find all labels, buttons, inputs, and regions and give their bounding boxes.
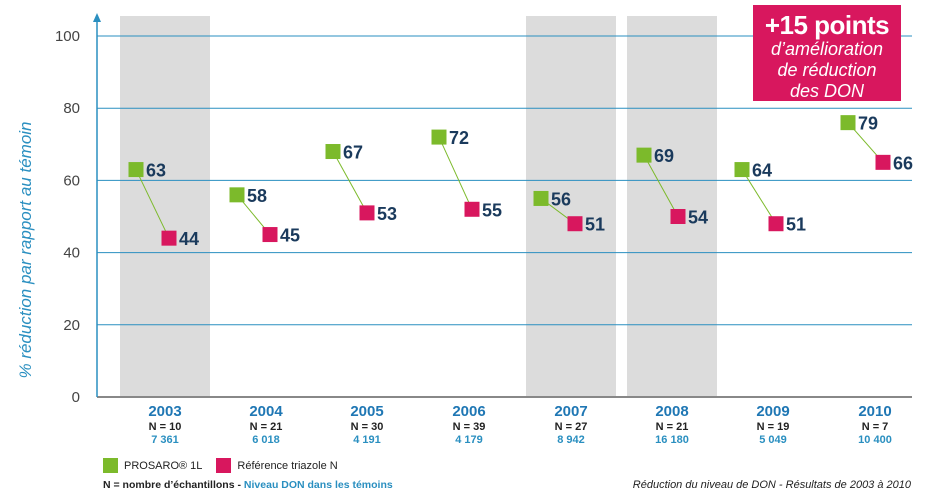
reference-value-label: 51 — [585, 215, 605, 235]
callout-line-1: d’amélioration — [770, 39, 884, 59]
x-category-year: 2005 — [350, 403, 383, 420]
x-category-n: N = 7 — [862, 421, 889, 433]
legend-label-prosaro: PROSARO® 1L — [124, 459, 203, 472]
y-tick-label: 40 — [63, 245, 80, 262]
reference-value-label: 55 — [482, 200, 502, 220]
x-category-n: N = 21 — [656, 421, 689, 433]
x-category-year: 2006 — [452, 403, 485, 420]
prosaro-value-label: 58 — [247, 186, 267, 206]
reference-marker-2005 — [359, 205, 375, 221]
prosaro-value-label: 69 — [654, 146, 674, 166]
shaded-band-2007 — [526, 16, 616, 397]
y-tick-label: 80 — [63, 100, 80, 117]
prosaro-value-label: 67 — [343, 143, 363, 163]
legend-swatch-pink — [216, 458, 232, 473]
prosaro-marker-2010 — [840, 115, 856, 131]
x-category-don: 4 191 — [353, 434, 381, 446]
prosaro-marker-2006 — [431, 129, 447, 145]
reference-value-label: 45 — [280, 226, 300, 246]
legend-label-reference: Référence triazole N — [237, 459, 338, 472]
connector-2008 — [643, 154, 679, 217]
shaded-band-2003 — [120, 16, 210, 397]
reference-marker-2007 — [567, 216, 583, 232]
reference-marker-2009 — [768, 216, 784, 232]
y-tick-label: 60 — [63, 172, 80, 189]
y-tick-label: 0 — [72, 389, 80, 406]
reference-value-label: 53 — [377, 204, 397, 224]
x-category-n: N = 30 — [351, 421, 384, 433]
callout-line-2: de réduction — [777, 60, 877, 80]
x-category-year: 2008 — [655, 403, 688, 420]
reference-value-label: 44 — [179, 229, 199, 249]
prosaro-marker-2007 — [533, 190, 549, 206]
footnote-don: Niveau DON dans les témoins — [243, 479, 393, 491]
reference-marker-2004 — [262, 227, 278, 243]
prosaro-value-label: 72 — [449, 128, 469, 148]
prosaro-marker-2005 — [325, 144, 341, 160]
y-axis-arrow — [93, 13, 101, 22]
y-tick-label: 100 — [55, 28, 80, 45]
prosaro-value-label: 56 — [551, 189, 571, 209]
prosaro-marker-2004 — [229, 187, 245, 203]
legend: PROSARO® 1L Référence triazole N — [103, 458, 352, 473]
x-category-n: N = 10 — [149, 421, 182, 433]
callout-line-3: des DON — [789, 81, 865, 101]
legend-item-prosaro: PROSARO® 1L — [103, 458, 202, 473]
x-category-n: N = 19 — [757, 421, 790, 433]
prosaro-value-label: 79 — [858, 114, 878, 134]
prosaro-value-label: 63 — [146, 161, 166, 181]
reference-value-label: 54 — [688, 208, 708, 228]
y-tick-label: 20 — [63, 317, 80, 334]
reference-value-label: 66 — [893, 153, 913, 173]
x-category-don: 16 180 — [655, 434, 689, 446]
connector-2006 — [438, 136, 473, 210]
reference-value-label: 51 — [786, 215, 806, 235]
x-category-don: 7 361 — [151, 434, 179, 446]
reference-marker-2010 — [875, 154, 891, 170]
x-category-don: 6 018 — [252, 434, 280, 446]
x-category-year: 2004 — [249, 403, 283, 420]
prosaro-value-label: 64 — [752, 161, 772, 181]
callout-headline: +15 points — [764, 10, 890, 40]
legend-swatch-green — [103, 458, 118, 473]
footnote-sep: - — [234, 479, 244, 491]
x-category-n: N = 21 — [250, 421, 283, 433]
chart-source: Réduction du niveau de DON - Résultats d… — [632, 479, 911, 491]
x-category-n: N = 39 — [453, 421, 486, 433]
footnote-n: N = nombre d’échantillons — [103, 479, 235, 491]
x-category-year: 2007 — [554, 403, 587, 420]
legend-item-reference: Référence triazole N — [216, 458, 338, 473]
x-category-don: 10 400 — [858, 434, 892, 446]
improvement-callout: +15 points d’amélioration de réduction d… — [753, 5, 901, 101]
x-category-don: 5 049 — [759, 434, 787, 446]
footnote: N = nombre d’échantillons - Niveau DON d… — [103, 479, 393, 491]
reference-marker-2003 — [161, 230, 177, 246]
reference-marker-2006 — [464, 201, 480, 217]
x-category-don: 4 179 — [455, 434, 483, 446]
x-category-n: N = 27 — [555, 421, 588, 433]
connector-2005 — [332, 151, 368, 214]
y-axis-label: % réduction par rapport au témoin — [16, 121, 35, 379]
prosaro-marker-2009 — [734, 162, 750, 178]
x-category-don: 8 942 — [557, 434, 585, 446]
x-category-year: 2010 — [858, 403, 891, 420]
prosaro-marker-2008 — [636, 147, 652, 163]
x-category-year: 2009 — [756, 403, 789, 420]
x-category-year: 2003 — [148, 403, 181, 420]
prosaro-marker-2003 — [128, 162, 144, 178]
reference-marker-2008 — [670, 209, 686, 224]
connector-2003 — [135, 169, 170, 239]
connector-2009 — [741, 169, 777, 224]
